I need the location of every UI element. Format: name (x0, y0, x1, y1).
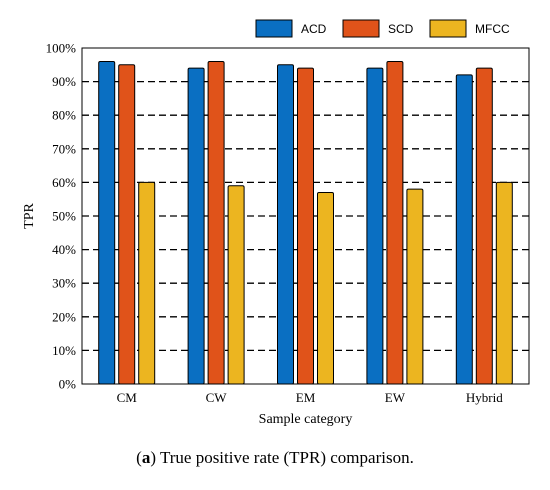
bar-mfcc-cw (227, 185, 245, 385)
plot-frame (81, 47, 530, 385)
caption-text: True positive rate (TPR) comparison. (159, 448, 414, 467)
bar-mfcc-em (317, 191, 334, 385)
figure-caption: (a) True positive rate (TPR) comparison. (136, 448, 414, 467)
bar-mfcc-hybrid (495, 181, 513, 385)
y-axis-ticks: 0% 10% 20% 30% 40% 50% 60% 70% 80% 90% 100% (46, 41, 77, 392)
y-tick-label: 70% (52, 141, 76, 156)
x-tick-label: Hybrid (466, 390, 503, 405)
bar-scd-em (297, 67, 314, 385)
caption-label: a (141, 448, 151, 467)
legend: ACD SCD MFCC (255, 19, 510, 38)
x-tick-label: CW (206, 390, 228, 405)
bar-acd-cw (187, 67, 205, 385)
bar-scd-ew (386, 60, 404, 385)
bar-acd-cm (98, 60, 116, 385)
bar-acd-ew (366, 67, 384, 385)
y-tick-label: 20% (52, 309, 76, 324)
y-tick-label: 10% (52, 343, 76, 358)
x-axis-title: Sample category (259, 412, 353, 427)
legend-label-scd: SCD (388, 22, 414, 36)
bar-acd-hybrid (455, 74, 473, 385)
y-tick-label: 80% (52, 108, 76, 123)
x-axis-ticks: CM CW EM EW Hybrid (117, 390, 504, 405)
y-axis-title: TPR (22, 203, 37, 229)
legend-swatch-acd (255, 19, 293, 38)
x-tick-label: EW (385, 390, 406, 405)
legend-swatch-mfcc (429, 19, 467, 38)
y-tick-label: 0% (59, 377, 77, 392)
y-tick-label: 40% (52, 242, 76, 257)
y-tick-label: 60% (52, 175, 76, 190)
x-tick-label: EM (296, 390, 316, 405)
bar-scd-cm (118, 64, 136, 385)
bar-scd-cw (207, 60, 225, 385)
bar-mfcc-ew (406, 188, 424, 385)
legend-swatch-scd (342, 19, 380, 38)
bar-acd-em (277, 64, 294, 385)
y-tick-label: 50% (52, 209, 76, 224)
y-tick-label: 30% (52, 276, 76, 291)
bar-mfcc-cm (138, 181, 156, 385)
bars (98, 60, 513, 385)
tpr-bar-chart: 0% 10% 20% 30% 40% 50% 60% 70% 80% 90% 100% CM CW EM… (22, 19, 530, 427)
bar-scd-hybrid (475, 67, 493, 385)
x-tick-label: CM (117, 390, 138, 405)
y-tick-label: 90% (52, 74, 76, 89)
legend-label-acd: ACD (301, 22, 327, 36)
y-tick-label: 100% (46, 41, 77, 56)
legend-label-mfcc: MFCC (475, 22, 510, 36)
